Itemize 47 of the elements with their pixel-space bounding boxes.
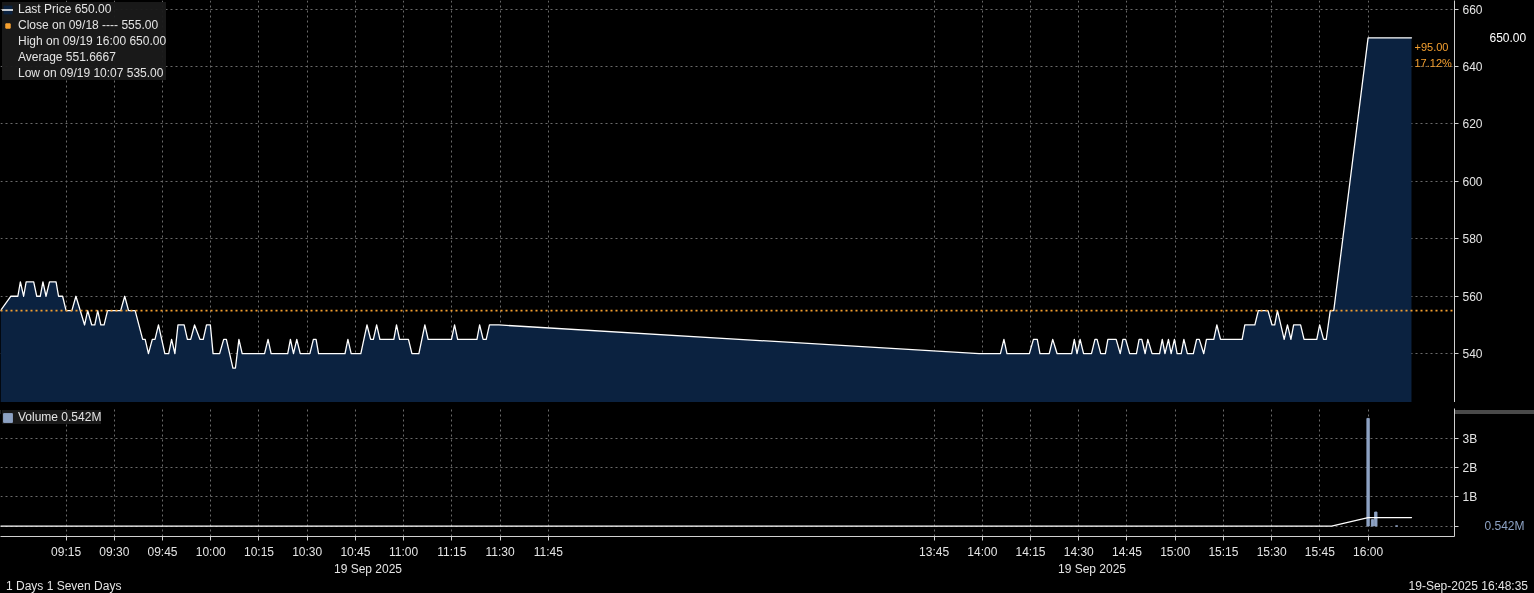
- text: 19 Sep 2025: [333, 561, 403, 578]
- text: 650.00: [1489, 31, 1527, 46]
- x-tick-label: 10:15: [243, 544, 275, 559]
- y-tick-label: 600: [1462, 174, 1483, 189]
- x-tick-label: 11:00: [389, 544, 419, 559]
- annotation: +95.00: [1414, 40, 1449, 53]
- text: 19-Sep-2025 16:48:35: [1408, 579, 1528, 593]
- x-tick-label: 11:30: [485, 544, 515, 559]
- bar: [1374, 511, 1378, 527]
- x-tick-label: 14:45: [1111, 544, 1143, 559]
- legend-label: Volume 0.542M: [18, 410, 102, 424]
- legend-label: Close on 09/18 ---- 555.00: [18, 18, 159, 32]
- annotation: 17.12%: [1414, 56, 1453, 69]
- y-tick-label: 620: [1462, 117, 1483, 132]
- x-tick-label: 10:30: [292, 544, 323, 559]
- y-tick-label: 3B: [1462, 431, 1478, 446]
- y-tick-label: 1B: [1462, 489, 1478, 504]
- x-tick-label: 09:15: [51, 544, 82, 559]
- y-tick-label: 640: [1462, 60, 1483, 75]
- annotation: Average 551.6667: [18, 50, 116, 64]
- y-tick-label: 580: [1462, 232, 1483, 247]
- annotation: Low on 09/19 10:07 535.00: [18, 66, 164, 80]
- x-tick-label: 13:45: [919, 544, 950, 559]
- x-tick-label: 16:00: [1353, 544, 1384, 559]
- x-tick-label: 10:45: [340, 544, 371, 559]
- x-tick-label: 11:45: [533, 544, 564, 559]
- x-tick-label: 15:00: [1160, 544, 1191, 559]
- x-tick-label: 09:30: [99, 544, 130, 559]
- x-tick-label: 10:00: [195, 544, 227, 559]
- y-tick-label: 660: [1462, 2, 1483, 17]
- x-tick-label: 14:00: [967, 544, 998, 559]
- legend-label: Last Price 650.00: [18, 2, 112, 16]
- y-tick-label: 540: [1462, 347, 1483, 362]
- annotation: High on 09/19 16:00 650.00: [18, 34, 167, 48]
- y-tick-label: 560: [1462, 289, 1483, 304]
- y-tick-label: 2B: [1462, 460, 1478, 475]
- text: 1 Days 1 Seven Days: [6, 579, 122, 593]
- x-tick-label: 09:45: [147, 544, 178, 559]
- x-tick-label: 15:45: [1304, 544, 1336, 559]
- text: 19 Sep 2025: [1057, 561, 1127, 578]
- bar: [1366, 417, 1370, 527]
- x-tick-label: 15:15: [1208, 544, 1239, 559]
- text: 0.542M: [1484, 519, 1525, 534]
- x-tick-label: 14:15: [1015, 544, 1046, 559]
- x-tick-label: 11:15: [437, 544, 467, 559]
- x-tick-label: 14:30: [1063, 544, 1095, 559]
- x-tick-label: 15:30: [1256, 544, 1287, 559]
